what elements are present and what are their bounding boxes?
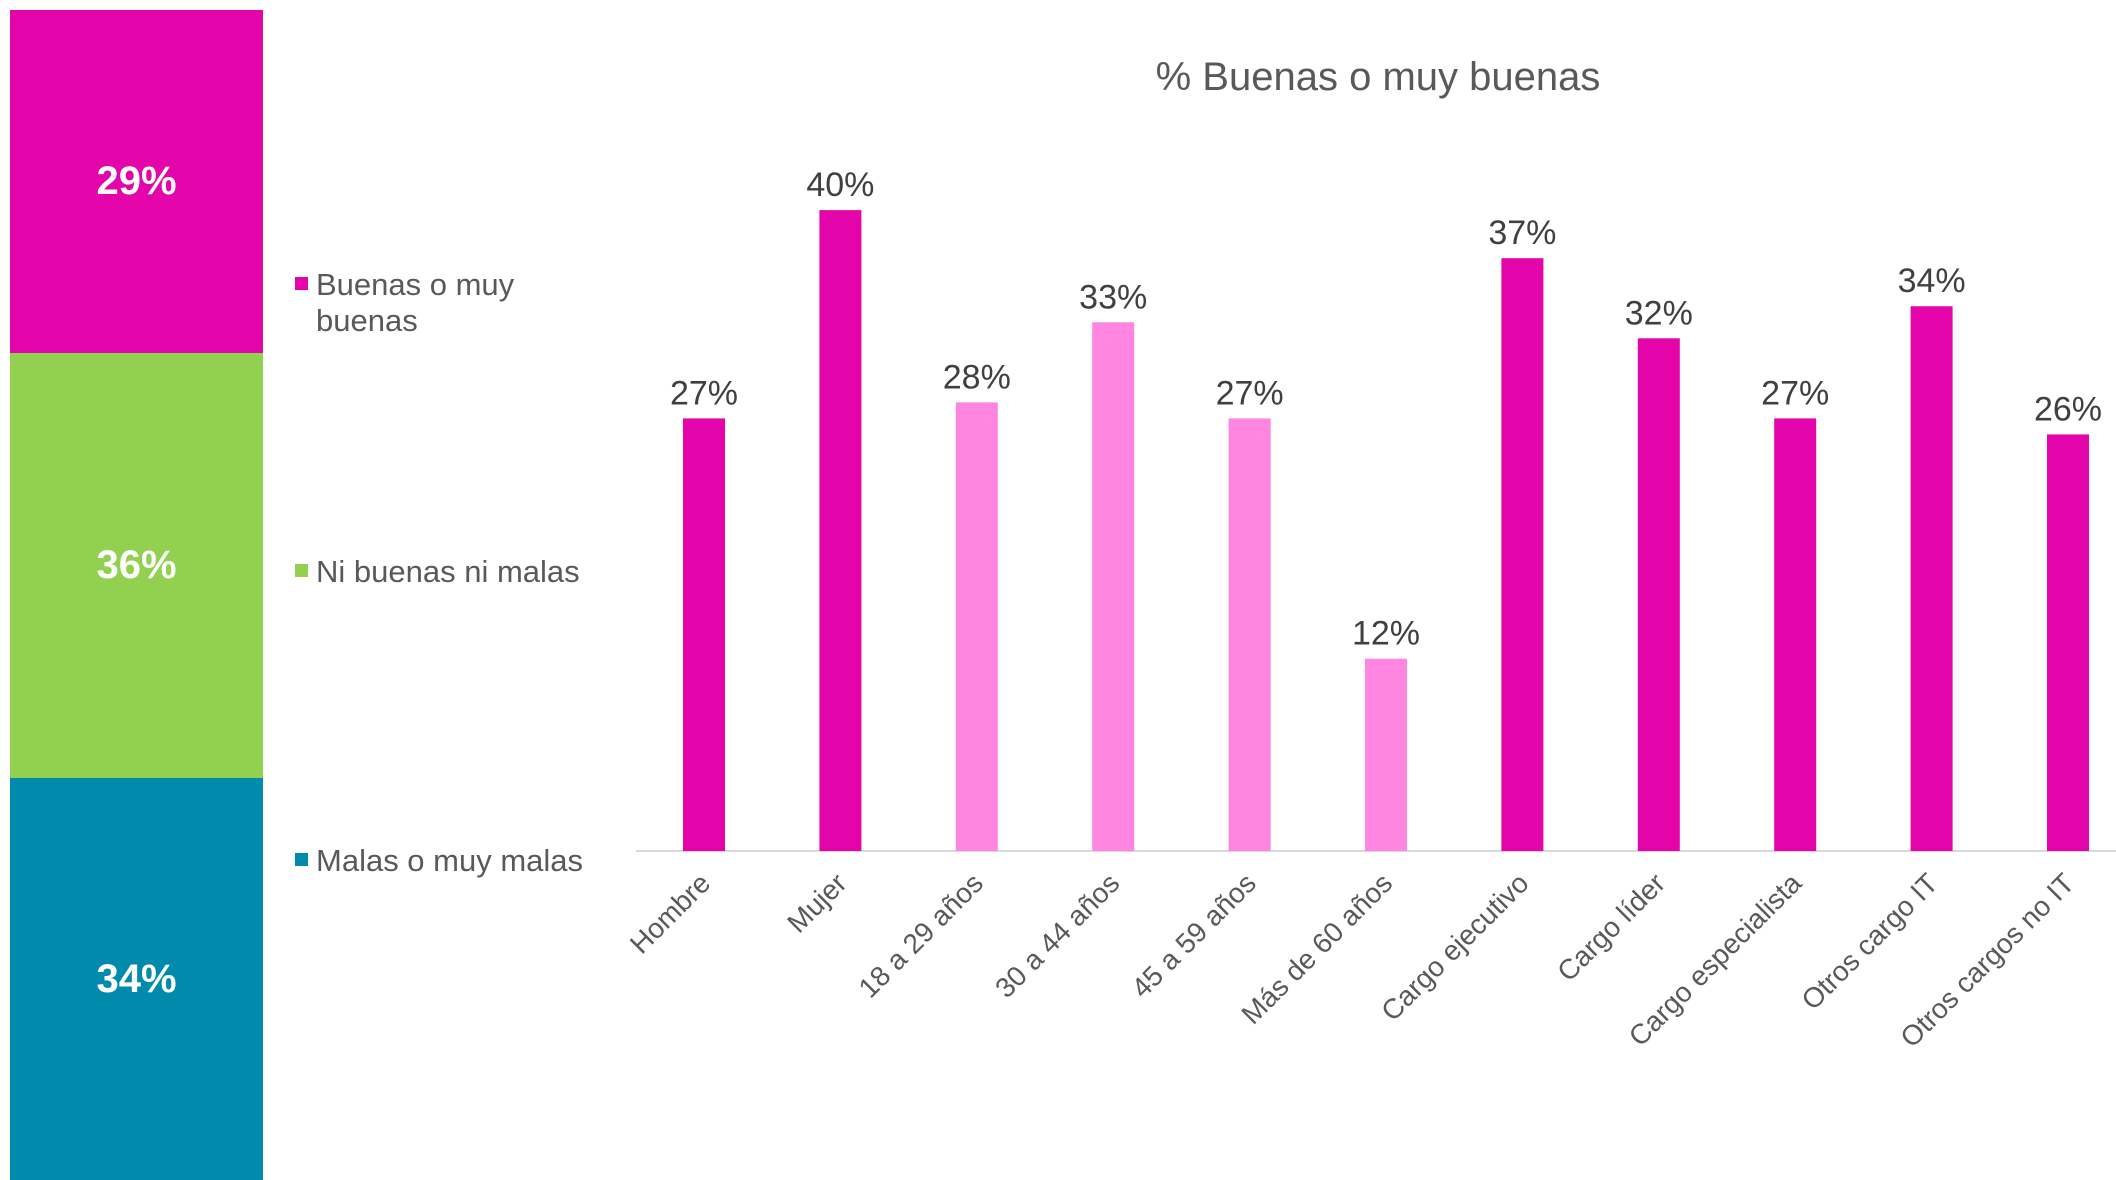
stack-label-malas: 34%	[96, 956, 177, 1001]
bar-2	[955, 402, 998, 851]
x-tick-label-1: Mujer	[781, 867, 852, 938]
data-label-0: 27%	[670, 374, 738, 412]
bar-4	[1228, 418, 1271, 851]
chart-title: % Buenas o muy buenas	[1156, 55, 1601, 99]
data-label-1: 40%	[806, 166, 874, 204]
x-tick-label-7: Cargo líder	[1551, 867, 1671, 987]
x-tick-label-4: 45 a 59 años	[1125, 867, 1261, 1003]
bar-3	[1092, 322, 1135, 851]
x-tick-label-6: Cargo ejecutivo	[1375, 867, 1534, 1026]
bar-0	[683, 418, 725, 851]
legend-label-buenas: Buenas o muy buenas	[316, 267, 515, 338]
bar-7	[1637, 338, 1680, 851]
bar-8	[1774, 418, 1817, 851]
x-tick-label-0: Hombre	[624, 867, 716, 959]
bar-1	[819, 210, 862, 852]
stacked-bar: 29% 36% 34%	[0, 0, 270, 1180]
stack-label-buenas: 29%	[96, 159, 177, 203]
legend: Buenas o muy buenas Ni buenas ni malas M…	[295, 0, 615, 1180]
legend-label-ni: Ni buenas ni malas	[316, 554, 580, 589]
bar-5	[1365, 658, 1407, 851]
data-label-3: 33%	[1079, 278, 1147, 316]
data-label-8: 27%	[1761, 374, 1829, 412]
bar-6	[1501, 258, 1544, 852]
legend-item-malas: Malas o muy malas	[295, 843, 616, 879]
legend-swatch-malas	[295, 853, 308, 866]
legend-swatch-buenas	[295, 277, 308, 290]
data-label-9: 34%	[1898, 262, 1966, 300]
stack-segment-malas: 34%	[10, 778, 263, 1180]
data-label-5: 12%	[1352, 615, 1420, 653]
stack-label-ni: 36%	[96, 543, 177, 587]
x-tick-label-3: 30 a 44 años	[989, 867, 1125, 1003]
x-tick-label-5: Más de 60 años	[1235, 867, 1398, 1030]
legend-item-buenas: Buenas o muy buenas	[295, 267, 616, 339]
x-tick-label-9: Otros cargo IT	[1795, 867, 1943, 1015]
legend-item-ni: Ni buenas ni malas	[295, 554, 616, 590]
bar-9	[1910, 306, 1953, 851]
stack-segment-ni: 36%	[10, 353, 263, 778]
x-tick-label-2: 18 a 29 años	[853, 867, 989, 1003]
data-label-10: 26%	[2034, 390, 2102, 428]
legend-label-malas: Malas o muy malas	[316, 843, 584, 878]
data-label-4: 27%	[1216, 374, 1284, 412]
data-label-7: 32%	[1625, 294, 1693, 332]
data-label-2: 28%	[943, 358, 1011, 396]
bar-10	[2047, 434, 2089, 851]
data-label-6: 37%	[1488, 214, 1556, 252]
stack-segment-buenas: 29%	[10, 10, 263, 353]
legend-swatch-ni	[295, 564, 308, 577]
